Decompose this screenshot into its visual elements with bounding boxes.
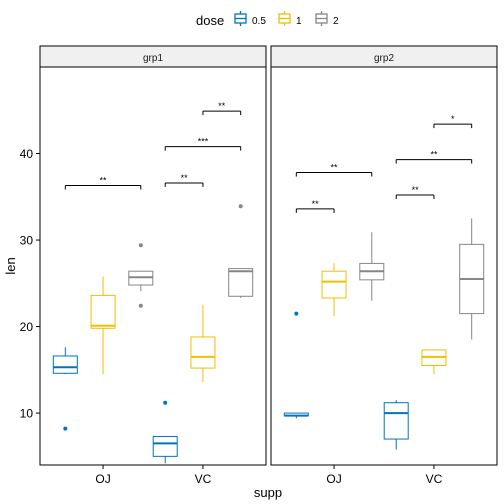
box-iqr (190, 336, 216, 369)
legend-label: 0.5 (252, 16, 266, 27)
x-tick-label: VC (195, 472, 212, 486)
legend: dose 0.5 1 2 (196, 11, 339, 28)
box-OJ-1 (90, 276, 116, 375)
outlier-point (138, 303, 143, 308)
significance-label: *** (198, 137, 209, 147)
legend-label: 1 (296, 16, 302, 27)
box-VC-2 (228, 204, 254, 299)
box-OJ-1 (321, 263, 347, 317)
box-OJ-2 (128, 243, 154, 308)
significance-bracket: ** (164, 173, 204, 187)
box-iqr (383, 402, 409, 440)
y-tick-label: 20 (20, 320, 34, 334)
significance-bracket: *** (164, 137, 242, 151)
panel-grp1: grp1** *******OJ VC (39, 45, 267, 486)
box-VC-1 (421, 349, 447, 375)
y-axis-label: len (3, 257, 18, 274)
facet-strip-label: grp1 (143, 53, 163, 64)
x-tick-label: OJ (326, 472, 341, 486)
box-VC-2 (459, 218, 485, 340)
legend-label: 2 (333, 16, 339, 27)
y-tick-label: 30 (20, 234, 34, 248)
legend-item-1: 1 (278, 11, 302, 27)
significance-label: ** (312, 199, 320, 209)
box-OJ-2 (359, 232, 385, 301)
x-tick-label: VC (426, 472, 443, 486)
significance-label: ** (331, 163, 339, 173)
panel-grp2: grp2*********OJ VC (270, 45, 498, 486)
legend-item-0.5: 0.5 (234, 11, 266, 27)
box-VC-0.5 (152, 400, 178, 464)
box-iqr (52, 355, 78, 374)
box-iqr (90, 294, 116, 329)
outlier-point (294, 311, 299, 316)
y-tick-label: 40 (20, 147, 34, 161)
legend-title: dose (196, 13, 224, 28)
box-iqr (321, 270, 347, 299)
significance-bracket: ** (395, 150, 473, 164)
significance-bracket: ** (295, 163, 373, 177)
outlier-point (163, 400, 168, 405)
outlier-point (63, 426, 68, 431)
x-tick-label: OJ (95, 472, 110, 486)
box-iqr (228, 268, 254, 297)
significance-bracket: ** (64, 176, 142, 190)
significance-label: ** (430, 150, 438, 160)
box-OJ-0.5 (52, 347, 78, 431)
significance-label: ** (412, 185, 420, 195)
significance-label: ** (218, 101, 226, 111)
significance-label: * (451, 114, 455, 124)
axes: 10 20 30 40 len supp (3, 147, 282, 500)
facet-strip-label: grp2 (374, 53, 394, 64)
significance-bracket: ** (202, 101, 242, 116)
legend-item-2: 2 (315, 11, 339, 27)
x-axis-label: supp (254, 485, 282, 500)
y-tick-label: 10 (20, 407, 34, 421)
significance-label: ** (181, 173, 189, 183)
panel-border (270, 66, 498, 466)
box-VC-0.5 (383, 400, 409, 450)
outlier-point (138, 243, 143, 248)
significance-bracket: * (433, 114, 473, 129)
significance-bracket: ** (295, 199, 335, 213)
box-iqr (152, 435, 178, 457)
box-OJ-0.5 (283, 311, 309, 419)
panel-border (39, 66, 267, 466)
box-VC-1 (190, 304, 216, 382)
significance-label: ** (100, 176, 108, 186)
outlier-point (238, 204, 243, 209)
significance-bracket: ** (395, 185, 435, 200)
